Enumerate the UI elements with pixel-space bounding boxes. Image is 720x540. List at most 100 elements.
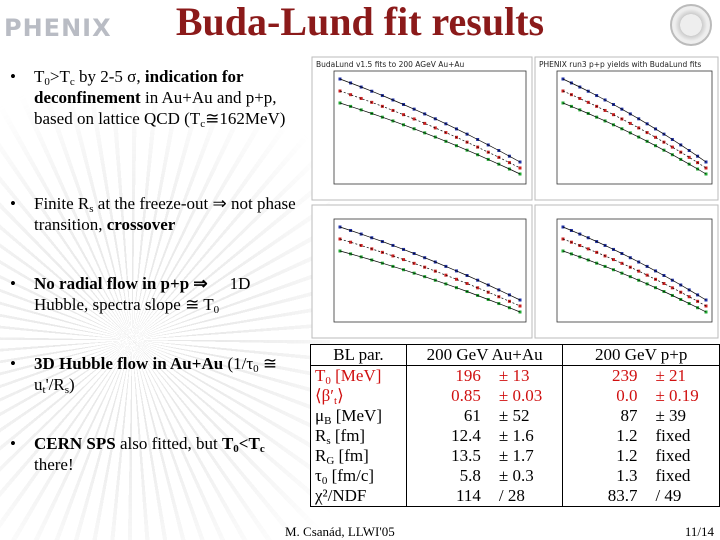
text-run: <T — [238, 434, 260, 453]
text-run: c — [200, 118, 206, 130]
table-row: ⟨β′t⟩ 0.85 ± 0.03 0.0 ± 0.19 — [310, 386, 720, 407]
plot-point — [611, 113, 615, 117]
error-cell: ± 1.6 — [498, 426, 534, 445]
bullet: • CERN SPS also fitted, but T0<Tc there! — [10, 433, 300, 475]
plot-point — [611, 258, 615, 262]
row-label: ⟨β′t⟩ — [310, 386, 407, 407]
plot-point — [391, 254, 395, 258]
text-run: (1/τ — [223, 354, 254, 373]
bullet: • Finite Rs at the freeze-out ⇒ not phase… — [10, 193, 300, 235]
label-part: 0 — [321, 475, 328, 487]
plot-frame — [333, 218, 527, 323]
label-part: [fm/c] — [327, 466, 375, 485]
page-number: 11/14 — [684, 524, 714, 539]
error-cell: ± 52 — [498, 406, 530, 425]
text-run: by 2-5 σ, — [74, 67, 145, 86]
error-cell: / 49 — [655, 486, 682, 505]
bullet-dot: • — [10, 194, 16, 213]
value-cell: 1.2 — [562, 426, 642, 446]
fit-line — [339, 78, 521, 163]
row-label: χ²/NDF — [310, 486, 407, 507]
plot-point — [433, 126, 437, 130]
fit-line — [339, 250, 521, 313]
label-part: t — [334, 395, 338, 407]
bullet-dot: • — [10, 434, 16, 453]
bullet-dot: • — [10, 354, 16, 373]
label-part: χ²/NDF — [315, 486, 367, 505]
label-part: ⟩ — [337, 386, 344, 405]
table-row: μB [MeV] 61 ± 52 87 ± 39 — [310, 406, 720, 427]
label-part: τ — [315, 466, 322, 485]
plot-point — [465, 282, 469, 286]
fit-line — [562, 238, 707, 307]
plot-point — [603, 108, 607, 112]
plot-point — [412, 117, 416, 121]
bullet-text: No radial flow in p+p ⇒ 1D Hubble, spectra… — [34, 273, 300, 316]
plot-title: PHENIX run3 p+p yields with BudaLund fit… — [539, 60, 701, 69]
plot-point — [444, 273, 448, 277]
text-run: CERN SPS — [34, 434, 116, 453]
label-part: [MeV] — [330, 366, 382, 385]
bullet-text: CERN SPS also fitted, but T0<Tc there! — [34, 433, 300, 475]
value-cell: 0.0 — [562, 386, 642, 406]
error-cell: ± 39 — [655, 406, 687, 425]
plot-point — [402, 258, 406, 262]
table-row: RG [fm] 13.5 ± 1.7 1.2 fixed — [310, 446, 720, 467]
plot-point — [670, 145, 674, 149]
plot-point — [645, 273, 649, 277]
label-part: μ — [315, 406, 325, 425]
text-run: 0 — [213, 304, 220, 316]
error-cell: ± 0.19 — [655, 386, 699, 405]
value-cell: 83.7 — [562, 486, 642, 507]
plot-point — [578, 96, 582, 100]
row-label: T0 [MeV] — [310, 365, 407, 387]
plot-point — [704, 304, 708, 308]
text-run: T — [221, 434, 234, 453]
plot-point — [687, 295, 691, 299]
error-cell: ± 0.03 — [498, 386, 543, 405]
table-header-row: BL par. 200 GeV Au+Au 200 GeV p+p — [310, 344, 720, 366]
value-cell: 0.85 — [405, 386, 485, 406]
error-cell: fixed — [655, 426, 691, 445]
plot-point — [402, 113, 406, 117]
text-run: Finite R — [34, 194, 90, 213]
error-cell: ± 0.3 — [498, 466, 534, 485]
value-cell: 196 — [405, 365, 485, 386]
plot-point — [620, 261, 624, 265]
bullet-dot: • — [10, 67, 16, 86]
text-run: at the freeze-out ⇒ not phase transition… — [34, 194, 296, 234]
text-run: crossover — [106, 215, 176, 234]
bullet-text: 3D Hubble flow in Au+Au (1/τ0 ≅ ut'/Rs) — [34, 353, 300, 396]
label-part: [MeV] — [331, 406, 382, 425]
text-run: >T — [49, 67, 70, 86]
label-part: B — [324, 415, 332, 427]
text-run: ≅ u — [34, 354, 278, 394]
plot-point — [662, 282, 666, 286]
label-part: R — [315, 446, 327, 465]
label-part: R — [315, 426, 327, 445]
value-cell: 13.5 — [405, 446, 485, 466]
bullet-dot: • — [10, 274, 16, 293]
error-cell: ± 13 — [498, 366, 530, 385]
bullet-text: Finite Rs at the freeze-out ⇒ not phase … — [34, 193, 300, 235]
plot-panel — [534, 56, 719, 201]
text-run: c — [69, 76, 75, 88]
text-run: T — [34, 67, 45, 86]
plot-point — [704, 166, 708, 170]
text-run: t — [42, 384, 46, 396]
plot-panel — [311, 56, 533, 201]
text-run: in Au+Au and p+p, based on lattice QCD (… — [34, 88, 277, 128]
bullet: • No radial flow in p+p ⇒ 1D Hubble, spectr… — [10, 273, 300, 316]
text-run: Hubble, spectra slope ≅ T — [34, 295, 214, 314]
table-row: Rs [fm] 12.4 ± 1.6 1.2 fixed — [310, 426, 720, 447]
spectra-plots: BudaLund v1.5 fits to 200 AGeV Au+Au PHEN… — [311, 56, 719, 339]
logo: PHENIX — [4, 14, 112, 42]
plot-panel — [534, 204, 719, 339]
value-cell: 239 — [562, 365, 642, 386]
value-cell: 87 — [562, 406, 642, 426]
plot-frame — [556, 218, 713, 323]
university-seal — [670, 4, 712, 46]
plot-frame — [556, 70, 713, 185]
fit-line — [339, 226, 521, 301]
table-row: T0 [MeV] 196 ± 13 239 ± 21 — [310, 365, 720, 387]
